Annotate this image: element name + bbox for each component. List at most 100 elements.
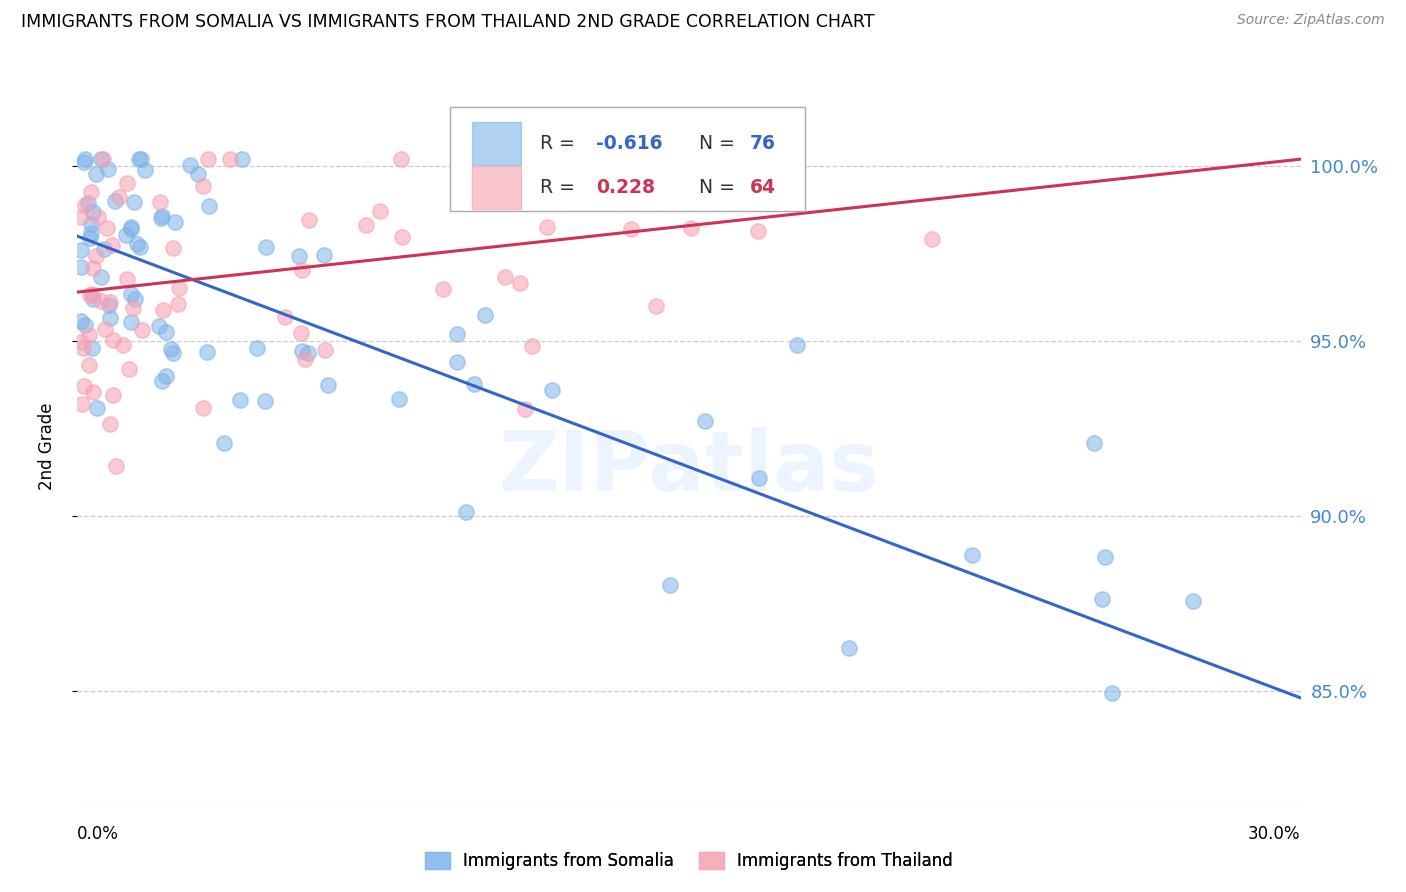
Text: ZIPatlas: ZIPatlas xyxy=(499,427,879,508)
Point xyxy=(104,194,127,208)
Point xyxy=(80,341,103,355)
Point xyxy=(90,152,112,166)
Point xyxy=(115,228,138,243)
Point xyxy=(474,308,496,322)
Point xyxy=(128,152,150,166)
Point xyxy=(70,243,93,257)
Point xyxy=(120,219,142,234)
Point xyxy=(73,379,96,393)
Point xyxy=(921,232,943,246)
Point xyxy=(1083,435,1105,450)
Point xyxy=(166,297,188,311)
Point xyxy=(494,270,516,285)
Point xyxy=(1094,550,1116,565)
Point xyxy=(627,152,650,166)
Point xyxy=(693,414,716,428)
Point xyxy=(82,287,104,301)
FancyBboxPatch shape xyxy=(450,107,806,211)
Text: 76: 76 xyxy=(751,134,776,153)
Point xyxy=(79,226,101,240)
Point xyxy=(187,167,209,181)
Text: Source: ZipAtlas.com: Source: ZipAtlas.com xyxy=(1237,13,1385,28)
Point xyxy=(290,343,312,358)
Point xyxy=(253,394,276,409)
Point xyxy=(98,311,121,326)
Point xyxy=(75,318,97,332)
Point xyxy=(960,548,983,562)
Point xyxy=(101,238,124,252)
Point xyxy=(786,337,808,351)
Point xyxy=(134,163,156,178)
Point xyxy=(197,345,219,359)
Point xyxy=(79,231,101,245)
Point xyxy=(104,459,127,474)
Point xyxy=(273,310,295,324)
Text: N =: N = xyxy=(699,178,741,197)
Point xyxy=(115,272,138,286)
Point xyxy=(155,325,177,339)
Point xyxy=(84,249,107,263)
Point xyxy=(197,152,219,166)
Point xyxy=(124,292,146,306)
Point xyxy=(179,158,201,172)
Point xyxy=(254,240,277,254)
Text: R =: R = xyxy=(540,134,581,153)
Point xyxy=(108,190,131,204)
Point xyxy=(391,230,413,244)
Point xyxy=(162,241,184,255)
Point xyxy=(681,221,703,235)
Point xyxy=(231,152,253,166)
Point xyxy=(513,401,536,416)
Point xyxy=(84,167,107,181)
Point xyxy=(1091,592,1114,607)
Point xyxy=(129,240,152,254)
Point xyxy=(122,301,145,316)
Point xyxy=(463,376,485,391)
Point xyxy=(579,164,602,178)
Point xyxy=(70,397,93,411)
Point xyxy=(389,152,412,166)
Point xyxy=(73,198,96,212)
Point xyxy=(120,222,142,236)
Point xyxy=(77,358,100,372)
Point xyxy=(620,222,643,236)
Text: 0.0%: 0.0% xyxy=(77,825,120,843)
Point xyxy=(152,302,174,317)
Point xyxy=(72,342,94,356)
Text: -0.616: -0.616 xyxy=(596,134,662,153)
Point xyxy=(155,369,177,384)
Point xyxy=(82,261,104,276)
Point xyxy=(1101,686,1123,700)
Point xyxy=(98,297,121,311)
Point xyxy=(658,577,681,591)
Point xyxy=(77,195,100,210)
Point xyxy=(509,277,531,291)
Text: 0.228: 0.228 xyxy=(596,178,655,197)
Point xyxy=(131,323,153,337)
Point xyxy=(297,346,319,360)
Point xyxy=(149,194,172,209)
Point xyxy=(112,337,135,351)
Point xyxy=(536,220,558,235)
Point xyxy=(246,341,269,355)
Point xyxy=(80,217,103,231)
Point xyxy=(160,342,183,356)
Point xyxy=(368,203,391,218)
Point xyxy=(191,179,214,194)
Point xyxy=(316,378,339,392)
Point xyxy=(120,315,142,329)
Text: R =: R = xyxy=(540,178,586,197)
Point xyxy=(294,352,316,367)
Point xyxy=(70,314,93,328)
Point xyxy=(645,299,668,313)
Point xyxy=(79,288,101,302)
Text: N =: N = xyxy=(699,134,741,153)
FancyBboxPatch shape xyxy=(472,122,522,165)
Point xyxy=(290,326,312,341)
Point xyxy=(150,209,173,223)
Point xyxy=(167,281,190,295)
Point xyxy=(748,471,770,485)
Point xyxy=(82,385,104,400)
Point xyxy=(446,355,468,369)
Point xyxy=(120,287,142,301)
